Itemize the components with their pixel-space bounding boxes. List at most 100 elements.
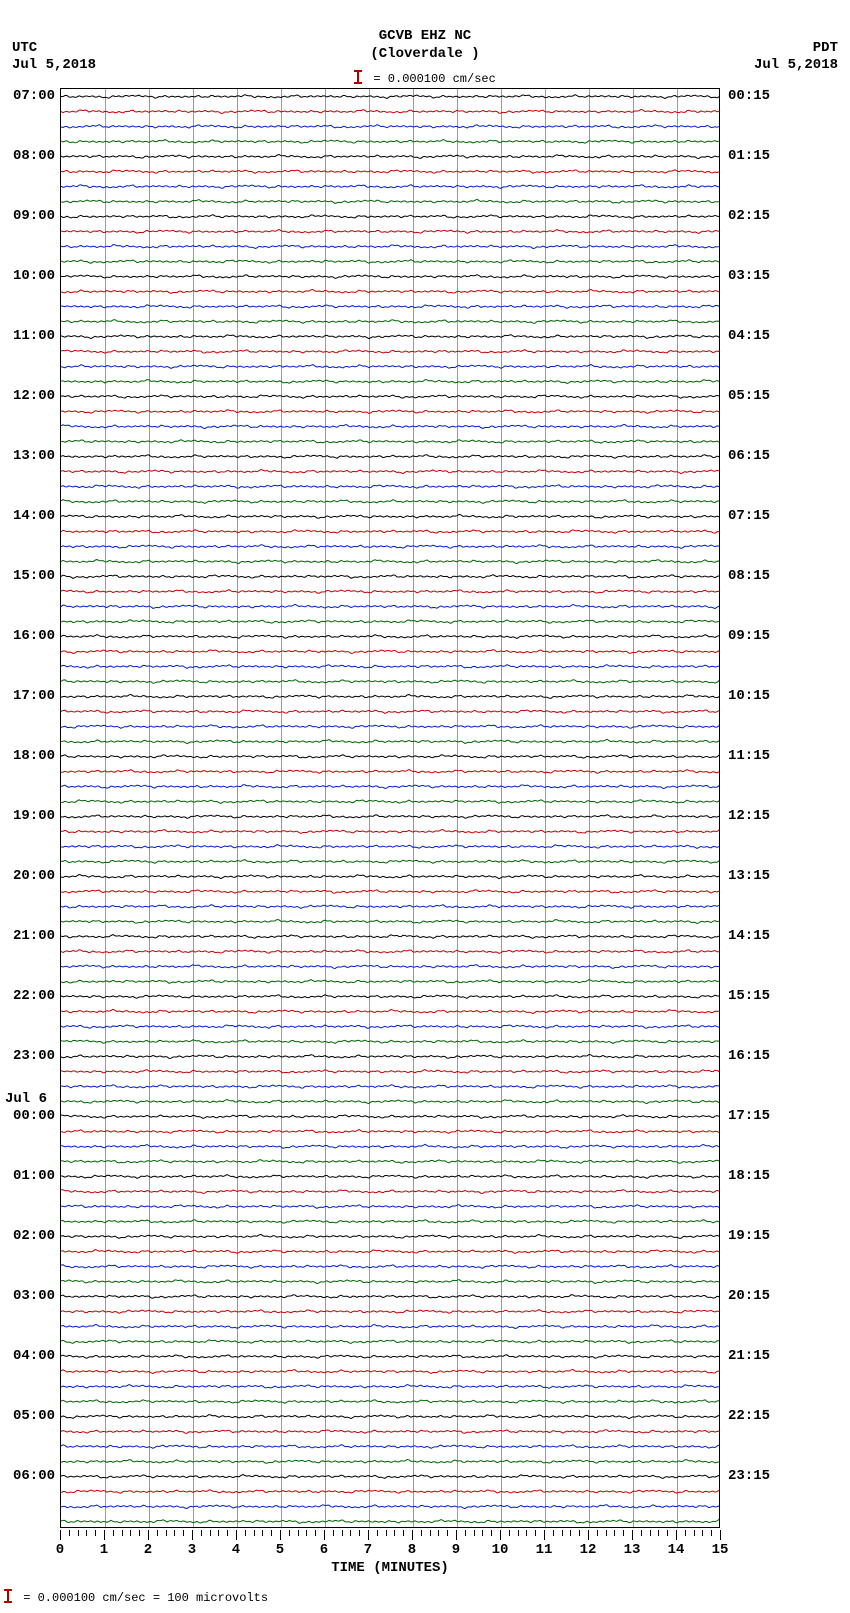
pdt-time-label: 07:15 [728, 509, 778, 523]
seismic-trace [61, 1250, 720, 1254]
x-tick-minor [254, 1530, 255, 1536]
seismic-trace [61, 755, 720, 758]
seismic-trace [61, 305, 720, 309]
seismic-trace [61, 800, 720, 804]
utc-time-label: 09:00 [5, 209, 55, 223]
x-tick-label: 10 [492, 1542, 509, 1558]
pdt-time-label: 00:15 [728, 89, 778, 103]
seismic-trace [61, 845, 720, 849]
pdt-time-label: 17:15 [728, 1109, 778, 1123]
seismic-trace [61, 1445, 720, 1449]
x-tick-minor [359, 1530, 360, 1536]
x-axis-title: TIME (MINUTES) [60, 1560, 720, 1576]
utc-time-label: 19:00 [5, 809, 55, 823]
x-tick-minor [350, 1530, 351, 1536]
x-tick-minor [377, 1530, 378, 1536]
utc-label: UTC [12, 40, 96, 57]
utc-time-label: 08:00 [5, 149, 55, 163]
pdt-time-label: 22:15 [728, 1409, 778, 1423]
x-tick-minor [535, 1530, 536, 1536]
seismic-trace [61, 1369, 720, 1373]
seismic-trace [61, 395, 720, 398]
utc-date: Jul 5,2018 [12, 57, 96, 74]
utc-time-label: 00:00 [5, 1109, 55, 1123]
pdt-time-label: 14:15 [728, 929, 778, 943]
x-tick-minor [606, 1530, 607, 1536]
seismic-trace [61, 815, 720, 819]
x-tick-minor [482, 1530, 483, 1536]
seismic-trace [61, 1519, 720, 1523]
footer-scale: = 0.000100 cm/sec = 100 microvolts [4, 1589, 268, 1605]
seismic-trace [61, 1385, 720, 1389]
seismic-trace [61, 710, 720, 714]
seismic-trace [61, 559, 720, 563]
seismic-trace [61, 635, 720, 639]
seismic-trace [61, 1190, 720, 1194]
x-tick-minor [518, 1530, 519, 1536]
seismic-trace [61, 1325, 720, 1329]
seismic-trace [61, 1009, 720, 1013]
pdt-time-label: 11:15 [728, 749, 778, 763]
x-tick-minor [262, 1530, 263, 1536]
x-tick-minor [271, 1530, 272, 1536]
x-tick-minor [183, 1530, 184, 1536]
seismic-trace [61, 890, 720, 893]
seismic-trace [61, 1130, 720, 1134]
seismic-trace [61, 1280, 720, 1284]
utc-time-label: 12:00 [5, 389, 55, 403]
seismic-trace [61, 680, 720, 684]
utc-time-label: 14:00 [5, 509, 55, 523]
x-tick-minor [333, 1530, 334, 1536]
x-tick-label: 3 [188, 1542, 196, 1558]
x-tick-minor [570, 1530, 571, 1536]
pdt-time-label: 05:15 [728, 389, 778, 403]
x-tick-major [412, 1530, 413, 1540]
seismic-trace [61, 935, 720, 939]
x-tick-minor [174, 1530, 175, 1536]
x-tick-minor [685, 1530, 686, 1536]
x-tick-minor [394, 1530, 395, 1536]
traces-svg [61, 89, 720, 1528]
seismic-trace [61, 1430, 720, 1433]
seismic-trace [61, 965, 720, 969]
utc-time-label: 13:00 [5, 449, 55, 463]
x-tick-minor [201, 1530, 202, 1536]
seismic-trace [61, 1340, 720, 1344]
seismic-trace [61, 514, 720, 518]
x-tick-minor [430, 1530, 431, 1536]
x-tick-minor [166, 1530, 167, 1536]
location-line: (Cloverdale ) [0, 46, 850, 64]
x-tick-label: 12 [580, 1542, 597, 1558]
x-tick-minor [465, 1530, 466, 1536]
x-tick-major [236, 1530, 237, 1540]
scale-top-text: = 0.000100 cm/sec [373, 72, 495, 86]
x-tick-minor [113, 1530, 114, 1536]
seismic-trace [61, 604, 720, 608]
utc-time-label: 18:00 [5, 749, 55, 763]
x-tick-minor [122, 1530, 123, 1536]
seismic-trace [61, 335, 720, 339]
utc-time-label: 20:00 [5, 869, 55, 883]
x-tick-minor [623, 1530, 624, 1536]
x-tick-label: 13 [624, 1542, 641, 1558]
x-tick-major [324, 1530, 325, 1540]
x-tick-major [588, 1530, 589, 1540]
seismic-trace [61, 1490, 720, 1493]
x-axis-ticks: 0123456789101112131415 [60, 1530, 720, 1554]
x-tick-label: 8 [408, 1542, 416, 1558]
utc-time-label: 17:00 [5, 689, 55, 703]
pdt-time-label: 04:15 [728, 329, 778, 343]
utc-time-label: 05:00 [5, 1409, 55, 1423]
x-tick-minor [289, 1530, 290, 1536]
x-tick-minor [667, 1530, 668, 1536]
seismic-trace [61, 920, 720, 924]
x-tick-minor [711, 1530, 712, 1536]
seismic-trace [61, 170, 720, 174]
x-tick-major [676, 1530, 677, 1540]
x-tick-major [544, 1530, 545, 1540]
seismic-trace [61, 829, 720, 833]
x-tick-label: 1 [100, 1542, 108, 1558]
pdt-time-label: 19:15 [728, 1229, 778, 1243]
seismic-trace [61, 620, 720, 623]
seismic-trace [61, 245, 720, 249]
